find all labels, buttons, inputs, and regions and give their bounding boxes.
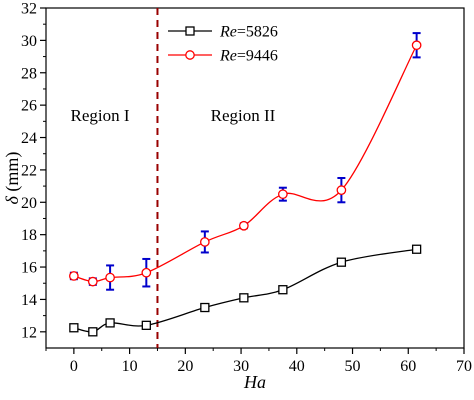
legend-label-italic: Re bbox=[219, 48, 237, 65]
y-tick-label: 32 bbox=[21, 1, 37, 18]
x-tick-label: 0 bbox=[70, 358, 78, 375]
x-tick-label: 50 bbox=[345, 358, 361, 375]
data-point bbox=[69, 323, 79, 333]
y-axis-title: δ (mm) bbox=[2, 152, 23, 205]
data-point bbox=[278, 285, 288, 295]
legend-label-italic: Re bbox=[219, 24, 237, 41]
y-tick-label: 12 bbox=[21, 324, 37, 341]
y-tick-label: 24 bbox=[21, 130, 37, 147]
x-tick-label: 10 bbox=[122, 358, 138, 375]
data-point bbox=[239, 220, 249, 231]
y-axis-title-symbol: δ bbox=[2, 195, 22, 204]
y-tick-label: 26 bbox=[21, 98, 37, 115]
y-tick-label: 18 bbox=[21, 227, 37, 244]
tick-labels: 0 10 20 30 40 50 60 70 12 14 16 18 20 22 24 26 28 30 32 bbox=[21, 1, 472, 376]
axis-ticks bbox=[40, 7, 465, 354]
data-point bbox=[336, 185, 347, 195]
series-layer bbox=[69, 32, 422, 337]
data-point bbox=[411, 40, 422, 51]
data-point bbox=[199, 237, 210, 247]
legend-label-value: =5826 bbox=[237, 24, 278, 41]
data-point bbox=[141, 267, 152, 278]
legend-marker bbox=[185, 50, 195, 60]
data-point bbox=[69, 271, 79, 281]
y-tick-label: 20 bbox=[21, 195, 37, 212]
series-line bbox=[73, 44, 418, 283]
legend-label-value: =9446 bbox=[237, 48, 278, 65]
legend-label: Re=9446 bbox=[219, 48, 278, 65]
legend-label: Re=5826 bbox=[219, 24, 278, 41]
series-0 bbox=[69, 244, 422, 337]
data-point bbox=[200, 302, 210, 313]
region-label-1: Region I bbox=[70, 106, 129, 125]
series-line bbox=[73, 248, 417, 333]
y-tick-label: 22 bbox=[21, 162, 37, 179]
x-tick-label: 60 bbox=[400, 358, 416, 375]
data-point bbox=[88, 327, 98, 337]
data-point bbox=[278, 189, 288, 200]
data-point bbox=[105, 318, 115, 328]
y-tick-label: 30 bbox=[21, 33, 37, 50]
data-point bbox=[411, 244, 422, 254]
x-tick-label: 20 bbox=[177, 358, 193, 375]
data-point bbox=[336, 257, 347, 267]
x-tick-label: 70 bbox=[456, 358, 472, 375]
plot-frame bbox=[45, 7, 465, 349]
region-label-2: Region II bbox=[211, 106, 276, 125]
series-1 bbox=[69, 32, 422, 291]
data-point bbox=[141, 320, 151, 330]
data-point bbox=[239, 293, 249, 303]
x-tick-label: 40 bbox=[289, 358, 305, 375]
y-tick-label: 28 bbox=[21, 65, 37, 82]
legend-marker bbox=[185, 26, 195, 36]
y-axis-title-unit: (mm) bbox=[2, 152, 23, 197]
x-tick-label: 30 bbox=[233, 358, 249, 375]
y-tick-label: 14 bbox=[21, 292, 37, 309]
data-point bbox=[87, 276, 98, 287]
data-point bbox=[105, 272, 115, 283]
y-tick-label: 16 bbox=[21, 260, 37, 277]
x-axis-title: Ha bbox=[243, 372, 266, 392]
